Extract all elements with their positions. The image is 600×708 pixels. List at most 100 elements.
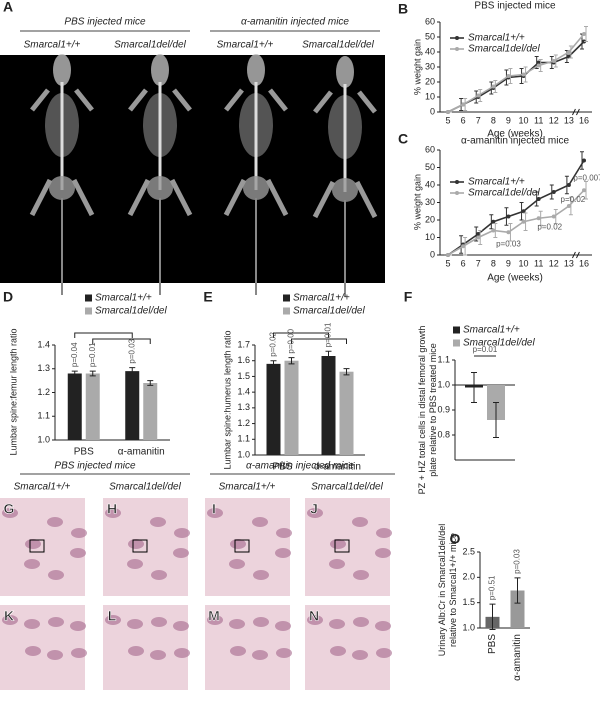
tissue-blob	[307, 615, 323, 625]
panel-letter: K	[4, 608, 14, 624]
tissue-blob	[150, 517, 166, 527]
annotation: p=0.03	[496, 239, 521, 248]
point	[582, 32, 586, 36]
y-tick-label: 1.1	[237, 434, 250, 444]
point	[446, 253, 450, 257]
y-axis-label: Lumbar spine:femur length ratio	[8, 328, 18, 455]
y-tick-label: 60	[425, 144, 435, 154]
point	[551, 190, 556, 194]
tissue-blob	[352, 517, 368, 527]
legend-marker	[455, 180, 459, 184]
tissue-blob	[2, 615, 18, 625]
y-tick-label: 1.3	[237, 402, 250, 412]
chart-title: α-amanitin injected mice	[461, 136, 569, 147]
annotation: p=0.007	[573, 173, 600, 182]
y-axis-label: Lumbar spine:humerus length ratio	[222, 330, 232, 469]
x-tick-label: 7	[476, 258, 481, 268]
y-tick-label: 40	[425, 179, 435, 189]
panel-letter: H	[107, 501, 117, 517]
inset-box	[29, 539, 45, 553]
x-tick-label: 10	[519, 258, 529, 268]
error-bar	[129, 367, 136, 376]
x-tick-label: 11	[534, 258, 543, 268]
point	[521, 209, 526, 214]
point	[446, 110, 450, 114]
x-tick-label: α-amanitin	[118, 447, 165, 458]
tissue-blob	[47, 650, 63, 660]
legend-swatch	[283, 307, 290, 315]
annotation: p=0.02	[537, 223, 562, 232]
y-tick-label: 1.4	[237, 387, 250, 397]
tissue-blob	[151, 617, 167, 627]
x-tick-label: 5	[445, 258, 450, 268]
tissue-blob	[229, 559, 245, 569]
point	[536, 197, 541, 201]
point	[506, 214, 511, 219]
tissue-blob	[71, 528, 87, 538]
tissue-blob	[276, 648, 292, 658]
bar	[266, 363, 281, 455]
error-bar	[147, 380, 154, 386]
x-axis-label: Age (weeks)	[487, 129, 543, 140]
point	[566, 50, 571, 54]
point	[536, 63, 541, 68]
tissue-blob	[330, 539, 346, 549]
legend-swatch	[453, 326, 460, 334]
tissue-blob	[230, 646, 246, 656]
tissue-blob	[376, 648, 392, 658]
y-tick-label: 1.0	[462, 622, 475, 632]
y-tick-label: 1.0	[237, 449, 250, 459]
genotype-label: Smarcal1del/del	[109, 482, 181, 493]
error-bar	[89, 370, 96, 377]
panel-letter: D	[3, 289, 13, 305]
x-tick-label: 5	[445, 115, 450, 125]
annotation: p=0.02	[269, 331, 278, 356]
tissue-blob	[48, 570, 64, 580]
error-bar	[343, 368, 350, 376]
tissue-blob	[353, 617, 369, 627]
chart-title: PBS injected mice	[474, 1, 556, 12]
y-tick-label: 10	[425, 91, 435, 101]
panel-letter: G	[4, 501, 15, 517]
tissue-blob	[127, 619, 143, 629]
series-line	[447, 160, 585, 256]
error-bar	[288, 357, 295, 365]
significance-bracket	[74, 332, 133, 338]
genotype-label: Smarcal1del/del	[311, 482, 383, 493]
x-tick-label: 9	[506, 258, 511, 268]
panel-letter: C	[398, 131, 408, 147]
error-bar	[538, 59, 543, 72]
point	[536, 60, 541, 65]
y-axis-label: Urinary Alb:Cr in Smarcal1del/del	[437, 524, 447, 657]
panel-letter: E	[203, 289, 212, 305]
error-bar	[471, 372, 477, 403]
legend-label: Smarcal1del/del	[468, 188, 540, 199]
panel-letter: I	[212, 501, 216, 517]
error-bar	[523, 66, 528, 83]
legend-label: Smarcal1+/+	[468, 177, 525, 188]
tissue-blob	[151, 570, 167, 580]
annotation: p=0.01	[88, 342, 97, 367]
tissue-blob	[173, 621, 189, 631]
panel-letter: J	[310, 501, 318, 517]
tissue-blob	[105, 615, 121, 625]
bar	[143, 383, 158, 440]
point	[536, 216, 541, 221]
panel-letter: N	[309, 608, 319, 624]
x-tick-label: 11	[534, 115, 543, 125]
legend-label: Smarcal1del/del	[463, 338, 535, 349]
legend-marker	[455, 191, 459, 195]
y-tick-label: 0.9	[437, 404, 450, 414]
tissue-blob	[253, 570, 269, 580]
tissue-blob	[253, 617, 269, 627]
legend-label: Smarcal1+/+	[463, 325, 520, 336]
y-axis-label: PZ + HZ total cells in distal femoral gr…	[417, 326, 427, 495]
y-tick-label: 1.7	[237, 339, 250, 349]
genotype-label: Smarcal1+/+	[219, 482, 276, 493]
bar	[339, 371, 354, 455]
x-tick-label: 6	[461, 115, 466, 125]
tissue-blob	[353, 570, 369, 580]
tissue-blob	[230, 539, 246, 549]
